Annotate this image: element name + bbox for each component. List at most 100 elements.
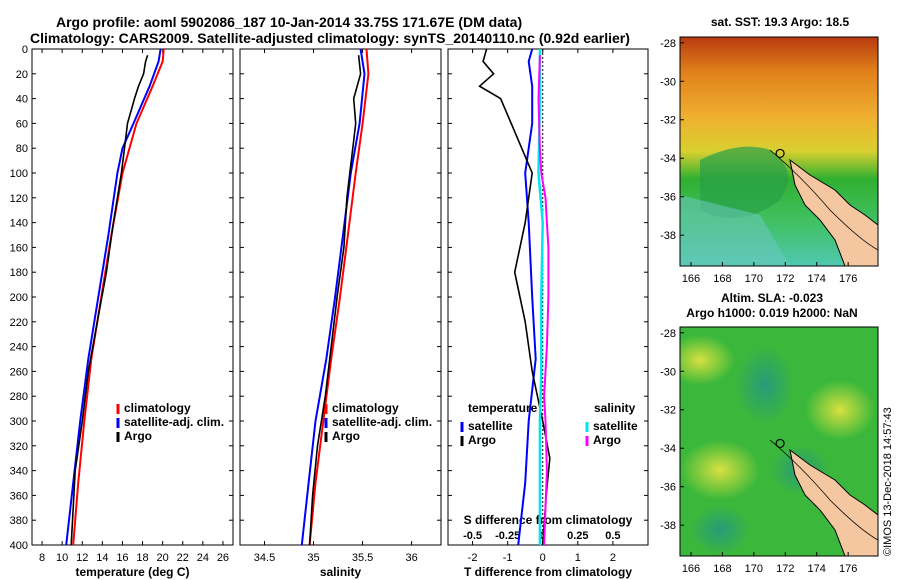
y-tick-label: 0 xyxy=(22,44,28,56)
x-tick-label: 0 xyxy=(540,552,546,564)
x-tick-label: 34.5 xyxy=(254,552,275,564)
map-y-tick-label: -34 xyxy=(660,153,676,165)
sst-contour xyxy=(769,149,878,251)
figure-title-line2: Climatology: CARS2009. Satellite-adjuste… xyxy=(30,30,630,46)
map-x-tick-label: 166 xyxy=(682,273,700,285)
y-tick-label: 280 xyxy=(10,391,28,403)
legend-label: Argo xyxy=(332,429,360,443)
map-y-tick-label: -38 xyxy=(660,230,676,242)
sla-anomaly-high xyxy=(680,335,735,385)
y-tick-label: 100 xyxy=(10,168,28,180)
sla-map-title: Altim. SLA: -0.023 xyxy=(721,291,823,305)
map-y-tick-label: -36 xyxy=(660,192,676,204)
y-tick-label: 180 xyxy=(10,267,28,279)
satellite-clim-line xyxy=(65,48,162,546)
x-tick-label: 35 xyxy=(307,552,319,564)
sst-cool-patch xyxy=(700,146,788,218)
legend-label: climatology xyxy=(124,401,191,415)
y-tick-label: 200 xyxy=(10,292,28,304)
y-tick-label: 240 xyxy=(10,342,28,354)
argo-line xyxy=(70,54,149,546)
figure-title-line1: Argo profile: aoml 5902086_187 10-Jan-20… xyxy=(56,14,523,30)
map-x-tick-label: 176 xyxy=(839,563,857,575)
legend-label: satellite xyxy=(468,419,513,433)
legend-label: satellite xyxy=(593,419,638,433)
s-tick-label: 0.5 xyxy=(605,530,620,542)
y-tick-label: 60 xyxy=(16,118,28,130)
temperature-panel: 0 20 40 60 80 100 120 140 160 180 200 220 240 260 280 3… xyxy=(10,44,234,579)
s-tick-label: -0.5 xyxy=(463,530,482,542)
timestamp-stamp: ©IMOS 13-Dec-2018 14:57:43 xyxy=(882,407,894,556)
sla-anomaly-low xyxy=(735,345,795,425)
sla-anomaly-high xyxy=(680,440,760,500)
map-y-tick-label: -28 xyxy=(660,38,676,50)
difference-panel: -2 -1 0 1 2T difference from climatology -0.5… xyxy=(447,48,649,579)
x-tick-label: 18 xyxy=(136,552,148,564)
y-tick-label: 340 xyxy=(10,466,28,478)
y-tick-label: 300 xyxy=(10,416,28,428)
sla-land xyxy=(789,448,878,556)
legend-heading: salinity xyxy=(594,401,636,415)
legend-heading: temperature xyxy=(468,401,538,415)
x-tick-label: 8 xyxy=(39,552,45,564)
map-x-tick-label: 172 xyxy=(776,563,794,575)
plot-frame xyxy=(31,48,234,546)
sla-anomaly-high xyxy=(805,380,875,440)
s-tick-label: 0.25 xyxy=(567,530,588,542)
map-x-tick-label: 168 xyxy=(713,273,731,285)
sla-anomaly-low xyxy=(690,505,750,555)
map-x-tick-label: 174 xyxy=(808,273,826,285)
map-x-tick-label: 176 xyxy=(839,273,857,285)
x-tick-label: 2 xyxy=(610,552,616,564)
x-tick-label: 35.5 xyxy=(352,552,373,564)
x-tick-label: -2 xyxy=(468,552,478,564)
x-axis-label: salinity xyxy=(320,565,362,579)
map-y-tick-label: -30 xyxy=(660,76,676,88)
x-tick-label: 12 xyxy=(76,552,88,564)
legend-label: Argo xyxy=(124,429,152,443)
s-argo-line xyxy=(537,55,550,546)
x-tick-label: 22 xyxy=(177,552,189,564)
map-y-tick-label: -28 xyxy=(660,328,676,340)
y-tick-label: 380 xyxy=(10,515,28,527)
map-x-tick-label: 174 xyxy=(808,563,826,575)
y-tick-label: 40 xyxy=(16,94,28,106)
s-tick-label: -0.25 xyxy=(495,530,520,542)
x-tick-label: 36 xyxy=(405,552,417,564)
x-tick-label: 16 xyxy=(116,552,128,564)
sst-frame xyxy=(679,36,879,267)
x-axis-label: T difference from climatology xyxy=(464,565,632,579)
salinity-panel: 34.5 35 35.5 36 salinity climatologysatellite… xyxy=(239,48,442,579)
sla-argo-marker xyxy=(775,438,785,449)
map-y-tick-label: -30 xyxy=(660,366,676,378)
t-satellite-line xyxy=(517,48,537,546)
y-tick-label: 320 xyxy=(10,441,28,453)
sla-frame xyxy=(679,326,879,557)
satellite-clim-line xyxy=(300,48,366,546)
map-y-tick-label: -38 xyxy=(660,520,676,532)
y-tick-label: 360 xyxy=(10,490,28,502)
x-tick-label: 26 xyxy=(217,552,229,564)
x-tick-label: 10 xyxy=(56,552,68,564)
sst-coastal-water xyxy=(680,195,790,266)
sla-map-subtitle: Argo h1000: 0.019 h2000: NaN xyxy=(686,306,857,320)
map-x-tick-label: 172 xyxy=(776,273,794,285)
y-tick-label: 80 xyxy=(16,143,28,155)
sst-argo-marker xyxy=(775,148,785,159)
legend-label: Argo xyxy=(593,433,621,447)
y-tick-label: 260 xyxy=(10,366,28,378)
y-tick-label: 160 xyxy=(10,242,28,254)
y-tick-label: 140 xyxy=(10,218,28,230)
y-tick-label: 220 xyxy=(10,317,28,329)
map-x-tick-label: 166 xyxy=(682,563,700,575)
legend-label: satellite-adj. clim. xyxy=(332,415,432,429)
legend-label: Argo xyxy=(468,433,496,447)
climatology-line xyxy=(308,48,370,546)
sla-contour xyxy=(769,439,878,541)
y-tick-label: 400 xyxy=(10,540,28,552)
sst-land xyxy=(789,158,878,266)
legend-label: climatology xyxy=(332,401,399,415)
y-tick-label: 20 xyxy=(16,69,28,81)
argo-line xyxy=(308,55,362,546)
x-tick-label: 20 xyxy=(157,552,169,564)
